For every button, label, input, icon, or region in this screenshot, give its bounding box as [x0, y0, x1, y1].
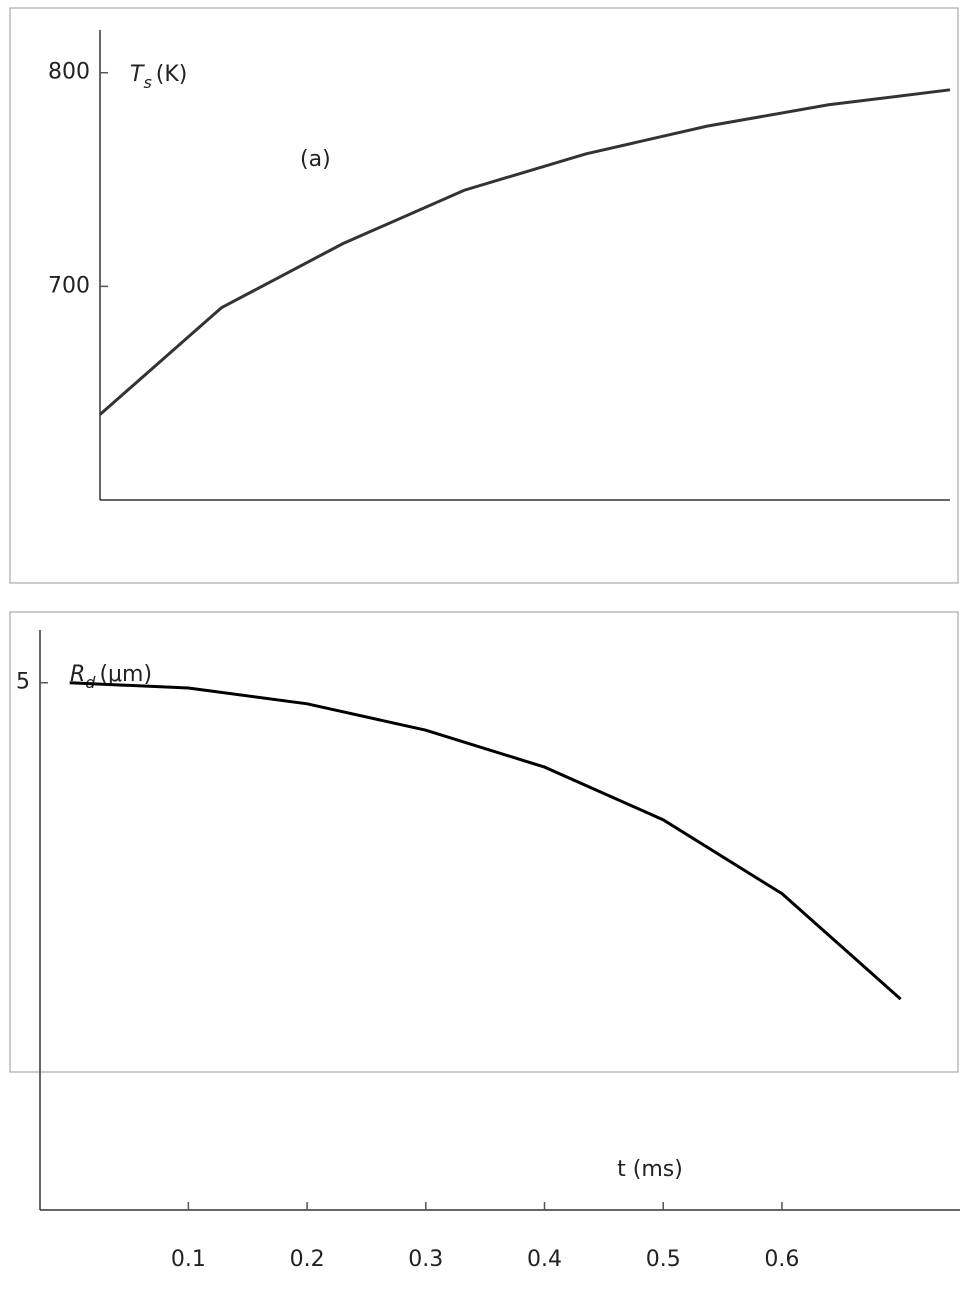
figure: 700800Ts(K)(a)50.10.20.30.40.50.6Rd(μm)t…: [0, 0, 969, 1293]
panel-b-frame: [10, 612, 958, 1072]
y-axis-label: Ts(K): [130, 62, 187, 92]
x-tick-label: 0.3: [408, 1247, 443, 1272]
x-tick-label: 0.6: [764, 1247, 799, 1272]
y-tick-label: 800: [48, 60, 90, 85]
data-line: [70, 683, 901, 999]
y-label-unit: (K): [156, 62, 188, 87]
x-tick-label: 0.4: [527, 1247, 562, 1272]
x-axis-label: t (ms): [617, 1157, 683, 1182]
y-label-subscript: s: [143, 73, 151, 92]
x-tick-label: 0.2: [290, 1247, 325, 1272]
x-tick-label: 0.1: [171, 1247, 206, 1272]
panel-a-frame: [10, 8, 958, 583]
x-tick-label: 0.5: [646, 1247, 681, 1272]
y-tick-label: 5: [16, 670, 30, 695]
data-line: [100, 90, 950, 415]
y-tick-label: 700: [48, 273, 90, 298]
panel-label: (a): [300, 147, 331, 172]
